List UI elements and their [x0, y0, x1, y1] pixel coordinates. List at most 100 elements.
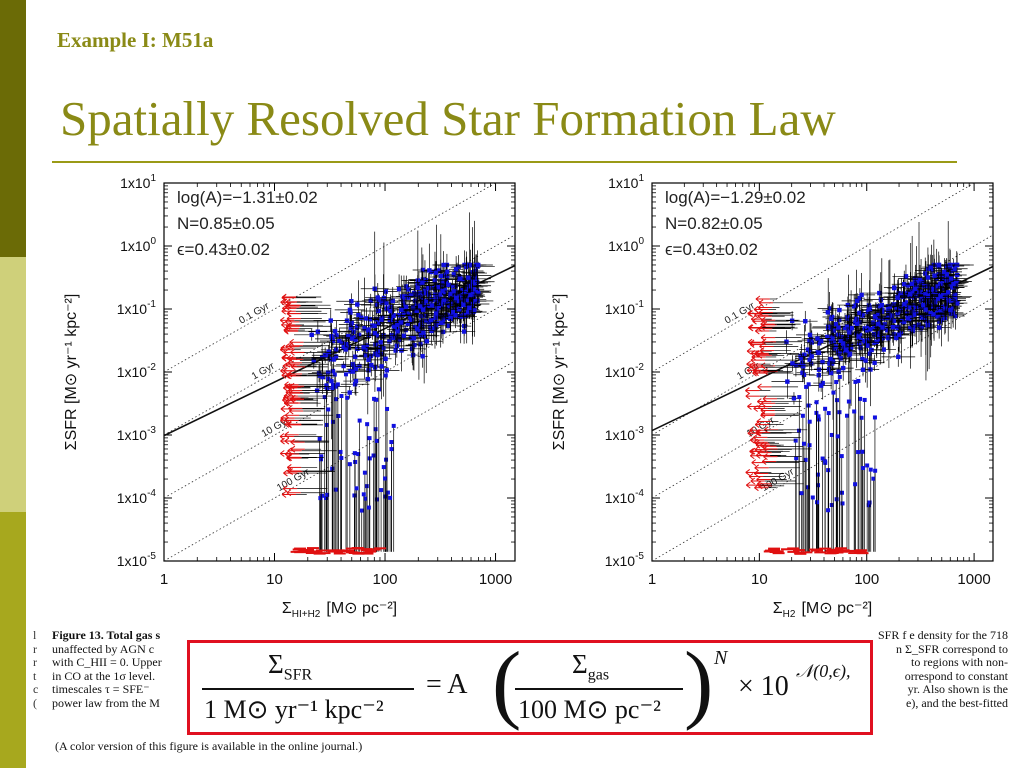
data-point: [433, 315, 438, 321]
data-point: [861, 466, 866, 471]
data-point: [351, 364, 357, 369]
data-point: [816, 417, 821, 422]
data-point: [919, 315, 924, 320]
edge-letter: l: [33, 629, 37, 642]
data-point: [865, 463, 870, 468]
data-point: [366, 505, 371, 510]
data-point: [375, 295, 380, 300]
data-point: [820, 456, 825, 461]
data-point: [921, 302, 926, 308]
upper-limit-arrowhead: [749, 339, 755, 347]
data-point: [872, 415, 877, 420]
data-point: [837, 317, 842, 323]
data-point: [372, 396, 377, 401]
title-divider: [52, 161, 957, 163]
data-point: [825, 334, 830, 340]
data-point: [346, 333, 351, 339]
data-point: [461, 329, 467, 334]
data-point: [807, 419, 812, 424]
data-point: [815, 472, 820, 477]
y-tick-label: 1x101: [608, 173, 644, 191]
data-point: [371, 453, 376, 458]
data-point: [823, 406, 828, 411]
data-point: [951, 281, 956, 287]
chart-molecular-gas: 1x10-5 1x10-4 1x10-3 1x10-2 1x10-1 1x100 1x101…: [551, 173, 994, 620]
data-point: [834, 497, 839, 502]
data-point: [857, 310, 862, 316]
sigma-symbol: Σ: [572, 649, 588, 679]
upper-limit-arrowhead: [745, 481, 751, 489]
data-point: [891, 302, 896, 307]
data-point: [910, 308, 915, 314]
data-point: [466, 275, 471, 280]
data-point: [816, 367, 822, 372]
data-point: [331, 357, 336, 362]
data-point: [418, 332, 423, 338]
caption-left-line: unaffected by AGN c: [52, 641, 155, 656]
data-point: [873, 468, 878, 473]
data-point: [409, 317, 414, 323]
data-point: [465, 285, 470, 290]
data-point: [476, 291, 481, 296]
data-point: [856, 450, 861, 455]
x-tick-label: 100: [373, 571, 398, 588]
data-point: [349, 336, 355, 341]
data-point: [853, 303, 858, 308]
data-point: [441, 297, 447, 303]
data-point: [333, 354, 339, 359]
data-point: [820, 380, 825, 386]
data-point: [789, 318, 795, 323]
data-point: [950, 285, 955, 290]
data-point: [458, 276, 463, 281]
data-point: [467, 305, 472, 311]
data-point: [902, 282, 907, 287]
data-point: [807, 332, 813, 338]
data-point: [907, 326, 913, 331]
data-point: [865, 343, 870, 348]
upper-limit-arrowhead: [745, 469, 751, 476]
data-point: [799, 491, 804, 496]
data-point: [831, 328, 836, 333]
data-point: [476, 262, 481, 268]
depletion-label: 1 Gyr: [250, 360, 277, 382]
caption-left-line: Figure 13. Total gas s: [52, 629, 161, 642]
data-point: [834, 380, 839, 385]
data-point: [432, 278, 438, 283]
data-point: [878, 315, 883, 321]
data-point: [828, 370, 834, 376]
upper-limit-arrowhead: [763, 453, 768, 461]
data-point: [451, 272, 457, 277]
upper-limit-arrowhead: [284, 381, 289, 389]
data-point: [376, 308, 381, 314]
data-point: [461, 290, 467, 295]
x-tick-label: 1: [648, 571, 656, 588]
upper-limit-arrowhead: [281, 321, 286, 329]
formula-noise: 𝒩(0,ϵ),: [796, 661, 851, 681]
y-tick-label: 1x10-3: [117, 425, 157, 443]
data-point: [879, 302, 885, 308]
data-point: [375, 352, 380, 358]
data-point: [439, 320, 444, 326]
data-point: [329, 378, 334, 384]
data-point: [800, 413, 805, 418]
data-point: [907, 294, 912, 299]
data-point: [936, 262, 941, 268]
data-point: [856, 378, 861, 383]
edge-letter: (: [33, 695, 37, 710]
data-point: [912, 286, 918, 291]
data-point: [941, 309, 946, 315]
data-point: [407, 312, 412, 317]
data-point: [353, 337, 358, 342]
formula-lhs-bar: [202, 688, 414, 690]
data-point: [807, 357, 812, 362]
data-point: [453, 312, 458, 318]
data-point: [902, 301, 907, 307]
data-point: [894, 305, 899, 310]
data-point: [845, 302, 851, 308]
data-point: [804, 384, 809, 389]
edge-letter: r: [33, 641, 37, 656]
data-point: [808, 361, 814, 366]
y-tick-label: 1x100: [120, 236, 156, 254]
data-point: [839, 454, 844, 459]
data-point: [383, 373, 388, 378]
